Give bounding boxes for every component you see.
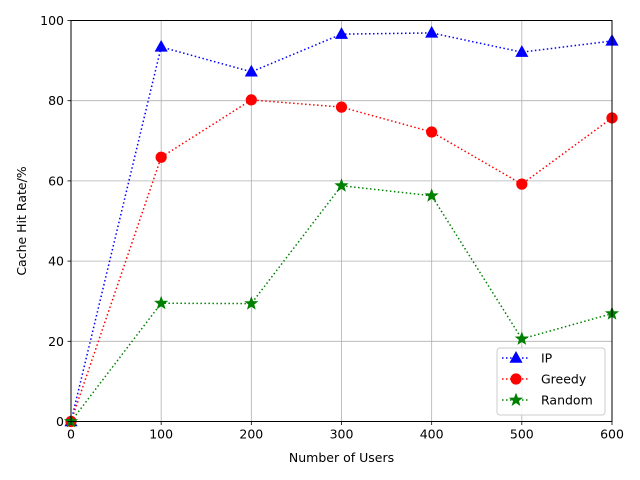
x-tick-label: 100 [149,427,173,442]
legend-marker-ip [509,350,523,363]
y-tick-label: 100 [40,13,64,28]
data-point-random [244,296,259,310]
x-axis-label: Number of Users [289,450,394,465]
y-axis-label: Cache Hit Rate/% [14,166,29,275]
legend-items: IP Greedy Random [502,351,593,408]
data-point-ip [515,45,529,57]
data-point-greedy [335,101,348,113]
x-tick-label: 500 [510,427,534,442]
y-axis-ticks: 0 20 40 60 80 100 [40,13,71,429]
legend-label-greedy: Greedy [541,372,587,387]
legend-label-random: Random [541,393,593,408]
data-point-greedy [426,126,438,138]
data-point-random [424,188,439,202]
data-point-greedy [155,151,167,163]
y-tick-label: 60 [48,173,64,188]
data-point-ip [334,27,349,39]
legend-marker-greedy [510,373,522,385]
legend: IP Greedy Random [496,347,606,416]
legend-marker-random [508,392,524,407]
data-point-random [514,331,529,345]
series-markers [63,25,620,428]
data-point-random [154,295,169,310]
x-tick-label: 200 [239,427,263,442]
x-axis-ticks: 0 100 200 300 400 500 600 [67,421,624,442]
x-tick-label: 300 [330,427,354,442]
data-point-random [334,178,349,192]
y-tick-label: 0 [56,414,64,429]
data-point-greedy [516,178,528,190]
x-tick-label: 0 [67,427,75,442]
y-tick-label: 20 [48,334,64,349]
x-tick-label: 600 [600,427,624,442]
x-tick-label: 400 [420,427,444,442]
y-tick-label: 40 [48,254,64,269]
y-tick-label: 80 [48,93,64,108]
data-point-ip [244,64,258,77]
data-point-ip [425,25,439,38]
data-point-greedy [245,94,257,106]
data-point-ip [154,39,168,52]
legend-box [496,347,606,416]
legend-label-ip: IP [541,351,553,366]
